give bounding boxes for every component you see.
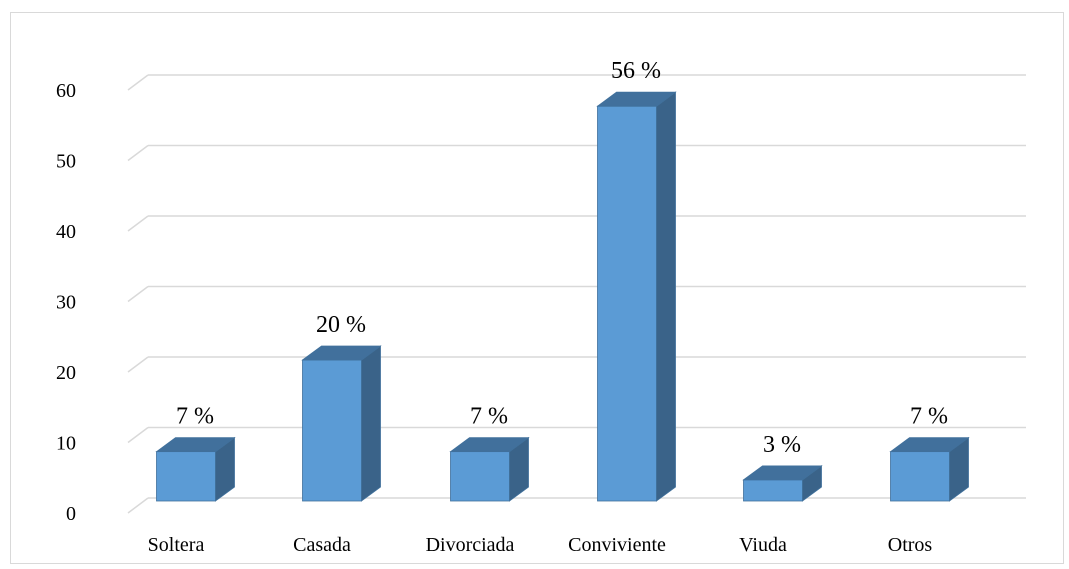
x-category-label: Otros [888, 534, 933, 556]
data-labels: 7 % 20 % 7 % 56 % 3 % 7 % [176, 58, 948, 458]
gridline-diagonal [127, 215, 149, 232]
data-label: 7 % [910, 404, 948, 430]
bars [155, 91, 970, 502]
bar [301, 345, 382, 502]
data-label: 7 % [176, 404, 214, 430]
y-tick-label: 30 [56, 292, 76, 314]
bar [889, 436, 970, 502]
gridline-diagonal [127, 144, 149, 162]
bar-top [889, 437, 970, 453]
bar [155, 436, 236, 502]
bar-top [742, 465, 823, 481]
gridlines [127, 74, 1026, 514]
y-tick-label: 50 [56, 151, 76, 173]
bar [742, 465, 823, 502]
y-tick-label: 60 [56, 80, 76, 102]
bar-front [743, 479, 803, 502]
x-category-label: Divorciada [426, 534, 515, 556]
bar-top [301, 345, 382, 361]
bar-side [361, 345, 381, 502]
bar-top [449, 437, 530, 453]
bar-front [890, 451, 950, 502]
y-tick-label: 20 [56, 362, 76, 384]
gridline-diagonal [127, 426, 149, 444]
data-label: 7 % [470, 404, 508, 430]
gridline-diagonal [127, 74, 149, 91]
bar-front [302, 359, 362, 502]
gridline-diagonal [127, 497, 149, 514]
x-category-label: Viuda [739, 534, 787, 556]
data-label: 3 % [763, 432, 801, 458]
y-tick-label: 40 [56, 221, 76, 243]
y-axis-ticks: 0 10 20 30 40 50 60 [56, 80, 76, 525]
y-tick-label: 10 [56, 433, 76, 455]
bar-side [656, 91, 676, 502]
x-category-label: Conviviente [568, 534, 666, 556]
bar-front [597, 105, 657, 502]
bar-top [155, 437, 236, 453]
gridline-diagonal [127, 285, 149, 303]
x-axis-categories: Soltera Casada Divorciada Conviviente Viuda O… [148, 534, 933, 556]
x-category-label: Soltera [148, 534, 205, 556]
data-label: 56 % [611, 58, 661, 84]
x-category-label: Casada [293, 534, 351, 556]
data-label: 20 % [316, 312, 366, 338]
bar-top [596, 91, 677, 107]
bar-front [156, 451, 216, 502]
bar [449, 436, 530, 502]
bar-front [450, 451, 510, 502]
y-tick-label: 0 [66, 503, 76, 525]
bar [596, 91, 677, 502]
gridline-diagonal [127, 356, 149, 373]
